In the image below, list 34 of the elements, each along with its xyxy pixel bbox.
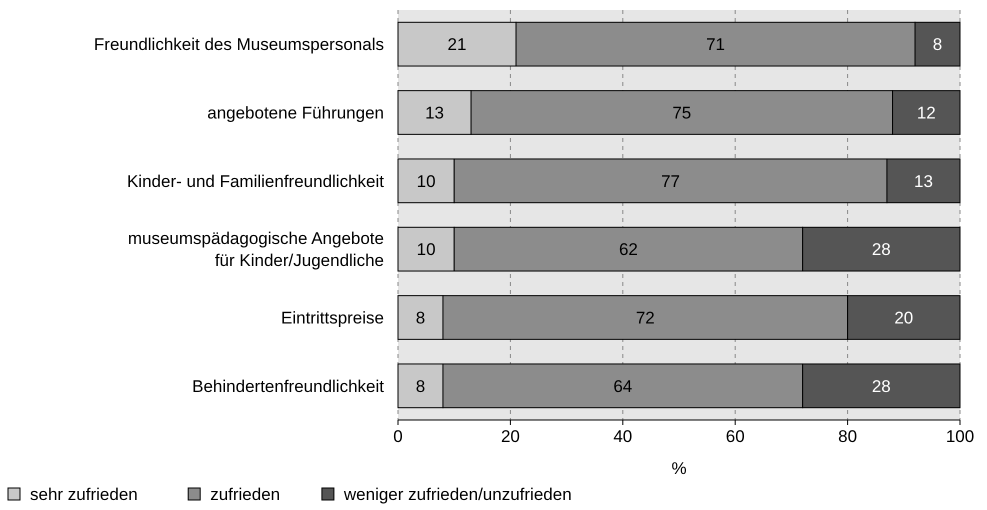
y-tick-label: Kinder- und Familienfreundlichkeit	[126, 172, 384, 191]
data-label: 8	[416, 308, 426, 328]
y-tick-label: angebotene Führungen	[207, 103, 384, 122]
data-label: 71	[706, 35, 725, 54]
y-tick-label: Eintrittspreise	[281, 308, 384, 328]
data-label: 72	[636, 308, 655, 328]
data-label: 10	[416, 172, 436, 191]
legend-label: sehr zufrieden	[30, 485, 138, 504]
x-tick-label: 80	[838, 427, 858, 446]
data-label: 77	[661, 172, 680, 191]
x-axis-title: %	[671, 459, 687, 478]
data-label: 8	[416, 376, 426, 396]
data-label: 21	[448, 35, 466, 54]
x-tick-label: 60	[726, 427, 745, 446]
data-label: 12	[916, 103, 936, 122]
x-tick-label: 0	[393, 427, 403, 446]
data-label: 28	[872, 240, 891, 260]
legend-label: zufrieden	[210, 485, 280, 504]
x-tick-label: 40	[613, 427, 632, 446]
x-tick-label: 100	[946, 427, 974, 446]
y-tick-label: Freundlichkeit des Museumspersonals	[94, 35, 384, 54]
data-label: 20	[894, 308, 914, 328]
data-label: 62	[618, 240, 638, 260]
x-tick-label: 20	[500, 427, 520, 446]
data-label: 8	[932, 35, 942, 54]
data-label: 75	[672, 103, 692, 122]
data-label: 64	[613, 376, 632, 396]
y-tick-label: Behindertenfreundlichkeit	[192, 376, 384, 396]
legend-label: weniger zufrieden/unzufrieden	[342, 485, 572, 504]
data-label: 10	[416, 240, 436, 260]
data-label: 13	[914, 172, 933, 191]
data-label: 28	[872, 376, 891, 396]
y-tick-label: museumspädagogische Angebote für Kinder/Jugendliche	[128, 229, 384, 270]
data-label: 13	[425, 103, 444, 122]
